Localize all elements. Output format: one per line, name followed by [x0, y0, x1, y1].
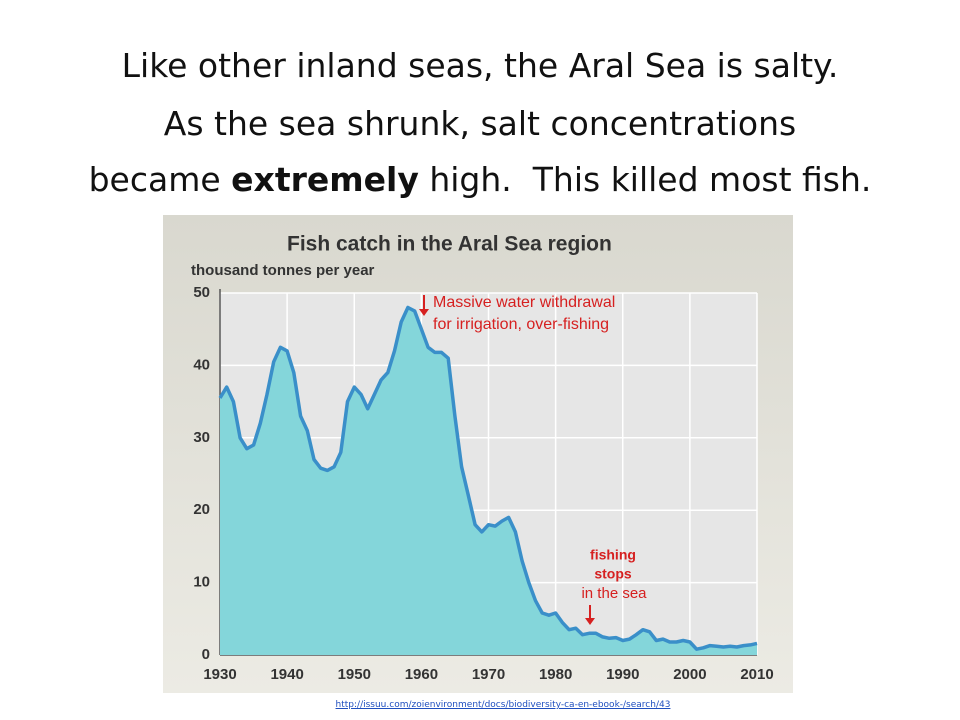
title-text: high. This killed most fish.	[418, 160, 872, 199]
y-tick-label: 0	[202, 646, 210, 663]
x-tick-label: 1960	[405, 666, 438, 683]
annotation: stops	[594, 566, 632, 582]
x-tick-label: 2010	[740, 666, 773, 683]
y-tick-label: 10	[193, 574, 210, 591]
y-axis-label: thousand tonnes per year	[191, 262, 375, 279]
annotations: Massive water withdrawal for irrigation,…	[419, 294, 647, 625]
annotation: fishing	[590, 547, 636, 563]
annotation: for irrigation, over-fishing	[433, 316, 609, 333]
y-tick-label: 50	[193, 284, 210, 301]
area	[220, 307, 757, 655]
title-text: became	[88, 160, 232, 199]
y-tick-label: 20	[193, 501, 210, 518]
series	[218, 305, 758, 655]
annotation: in the sea	[581, 585, 647, 602]
slide-title-line: became extremely high. This killed most …	[0, 160, 960, 200]
x-tick-label: 1930	[203, 666, 236, 683]
title-emphasis: extremely	[231, 160, 419, 199]
line	[218, 305, 758, 651]
slide-title-line: As the sea shrunk, salt concentrations	[163, 104, 797, 143]
y-tick-label: 40	[193, 356, 210, 373]
y-tick-label: 30	[193, 429, 210, 446]
x-tick-label: 1980	[539, 666, 572, 683]
source-link[interactable]: http://issuu.com/zoienvironment/docs/bio…	[335, 700, 671, 710]
x-tick-label: 1970	[472, 666, 505, 683]
x-tick-label: 1950	[338, 666, 371, 683]
chart-title: Fish catch in the Aral Sea region	[287, 233, 612, 256]
annotation-arrow-head	[419, 309, 429, 316]
x-tick-label: 1990	[606, 666, 639, 683]
tick-labels: 0 10 20 30 40 50 1930 1940 1950 1960 1970 1980 1990 2…	[193, 284, 773, 683]
slide-title-line: Like other inland seas, the Aral Sea is …	[121, 46, 839, 85]
x-tick-label: 2000	[673, 666, 706, 683]
annotation: Massive water withdrawal	[433, 294, 615, 311]
annotation-arrow-head	[585, 618, 595, 625]
x-tick-label: 1940	[270, 666, 303, 683]
chart: Fish catch in the Aral Sea region thousa…	[163, 215, 793, 693]
